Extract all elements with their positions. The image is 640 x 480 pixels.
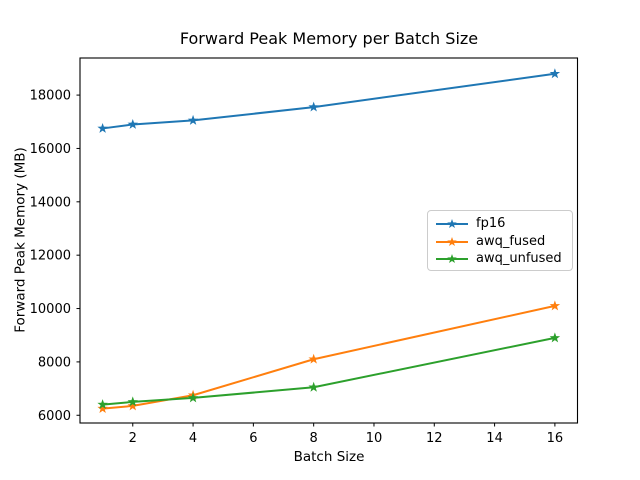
- x-tick-label: 4: [189, 431, 197, 446]
- legend-label: awq_fused: [476, 233, 546, 249]
- marker-fp16: [97, 122, 108, 133]
- y-tick-label: 12000: [30, 249, 71, 264]
- y-tick-label: 6000: [38, 409, 71, 424]
- chart-title: Forward Peak Memory per Batch Size: [179, 29, 479, 48]
- y-tick-label: 10000: [30, 302, 71, 317]
- legend-line-marker: [436, 254, 468, 264]
- series-line-awq_unfused: [101, 336, 556, 406]
- x-tick-label: 16: [547, 431, 564, 446]
- legend-label: fp16: [476, 215, 506, 231]
- legend-line-marker: [436, 236, 468, 246]
- legend-entry-awq_unfused: awq_unfused: [435, 250, 568, 268]
- marker-awq_fused: [97, 403, 108, 414]
- x-tick-label: 6: [249, 431, 257, 446]
- series-line-fp16: [101, 72, 556, 130]
- marker-awq_fused: [549, 300, 561, 311]
- marker-fp16: [549, 68, 561, 79]
- legend-line-marker: [436, 218, 468, 228]
- y-tick-label: 8000: [38, 355, 71, 370]
- x-tick-label: 14: [486, 431, 503, 446]
- x-tick-label: 12: [426, 431, 443, 446]
- marker-fp16: [187, 114, 199, 125]
- marker-fp16: [308, 101, 319, 112]
- marker-awq_fused: [127, 400, 138, 411]
- y-tick-label: 16000: [30, 142, 71, 157]
- marker-fp16: [127, 118, 138, 129]
- x-tick-label: 8: [310, 431, 318, 446]
- marker-awq_unfused: [127, 396, 138, 407]
- x-tick-label: 2: [129, 431, 137, 446]
- legend-entry-awq_fused: awq_fused: [435, 233, 568, 251]
- marker-awq_unfused: [549, 332, 561, 343]
- x-tick-label: 10: [366, 431, 383, 446]
- legend-label: awq_unfused: [476, 251, 562, 267]
- marker-awq_unfused: [187, 392, 199, 403]
- x-axis-label: Batch Size: [293, 449, 365, 465]
- axes-box: [79, 57, 579, 424]
- marker-awq_unfused: [308, 381, 319, 392]
- series-line-awq_fused: [101, 304, 556, 410]
- y-tick-label: 18000: [30, 89, 71, 104]
- y-tick-label: 14000: [30, 195, 71, 210]
- marker-awq_fused: [308, 353, 319, 364]
- legend-entry-fp16: fp16: [435, 215, 568, 233]
- legend: fp16 awq_fused awq_unfused: [427, 210, 573, 271]
- marker-awq_unfused: [97, 399, 108, 410]
